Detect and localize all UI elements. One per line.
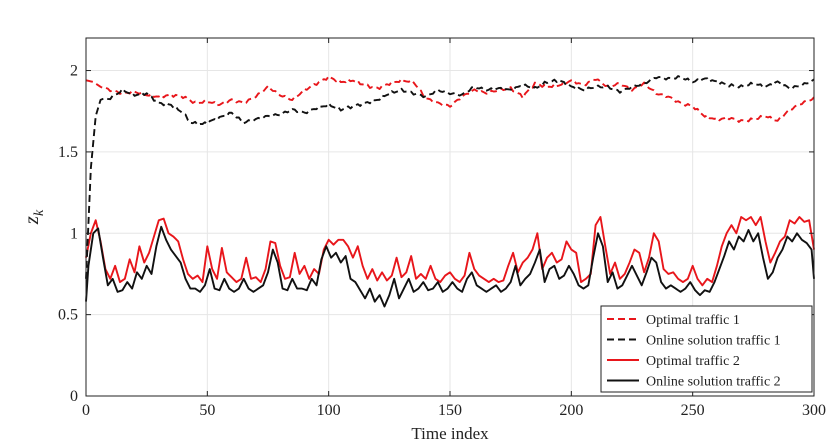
- x-tick-label: 300: [802, 402, 826, 419]
- legend: Optimal traffic 1 Online solution traffic…: [600, 305, 813, 393]
- ticks: 0 50 100 150 200 250 300 0 0.5 1 1.5 2: [58, 38, 826, 419]
- series-line-2: [85, 75, 815, 279]
- x-tick-label: 50: [199, 402, 215, 419]
- y-axis-label-subscript: k: [32, 209, 47, 216]
- legend-label: Online solution traffic 1: [646, 334, 781, 349]
- series-line-1: [85, 75, 815, 123]
- legend-box: [600, 305, 813, 393]
- x-tick-label: 0: [82, 402, 90, 419]
- y-tick-label: 1: [70, 225, 78, 242]
- x-tick-label: 150: [438, 402, 462, 419]
- series-layer: [85, 75, 815, 308]
- legend-label: Online solution traffic 2: [646, 375, 781, 390]
- x-tick-label: 200: [559, 402, 583, 419]
- x-axis-label: Time index: [411, 424, 489, 443]
- y-tick-label: 0: [70, 388, 78, 405]
- x-tick-label: 100: [317, 402, 341, 419]
- series-line-4: [85, 225, 815, 308]
- x-tick-label: 250: [681, 402, 705, 419]
- y-axis-label: zk: [19, 209, 47, 225]
- y-tick-label: 0.5: [58, 307, 78, 324]
- legend-label: Optimal traffic 2: [646, 354, 740, 369]
- series-line-3: [85, 216, 815, 287]
- legend-label: Optimal traffic 1: [646, 313, 740, 328]
- y-axis-label-main: z: [19, 216, 43, 225]
- y-tick-label: 1.5: [58, 144, 78, 161]
- y-tick-label: 2: [70, 63, 78, 80]
